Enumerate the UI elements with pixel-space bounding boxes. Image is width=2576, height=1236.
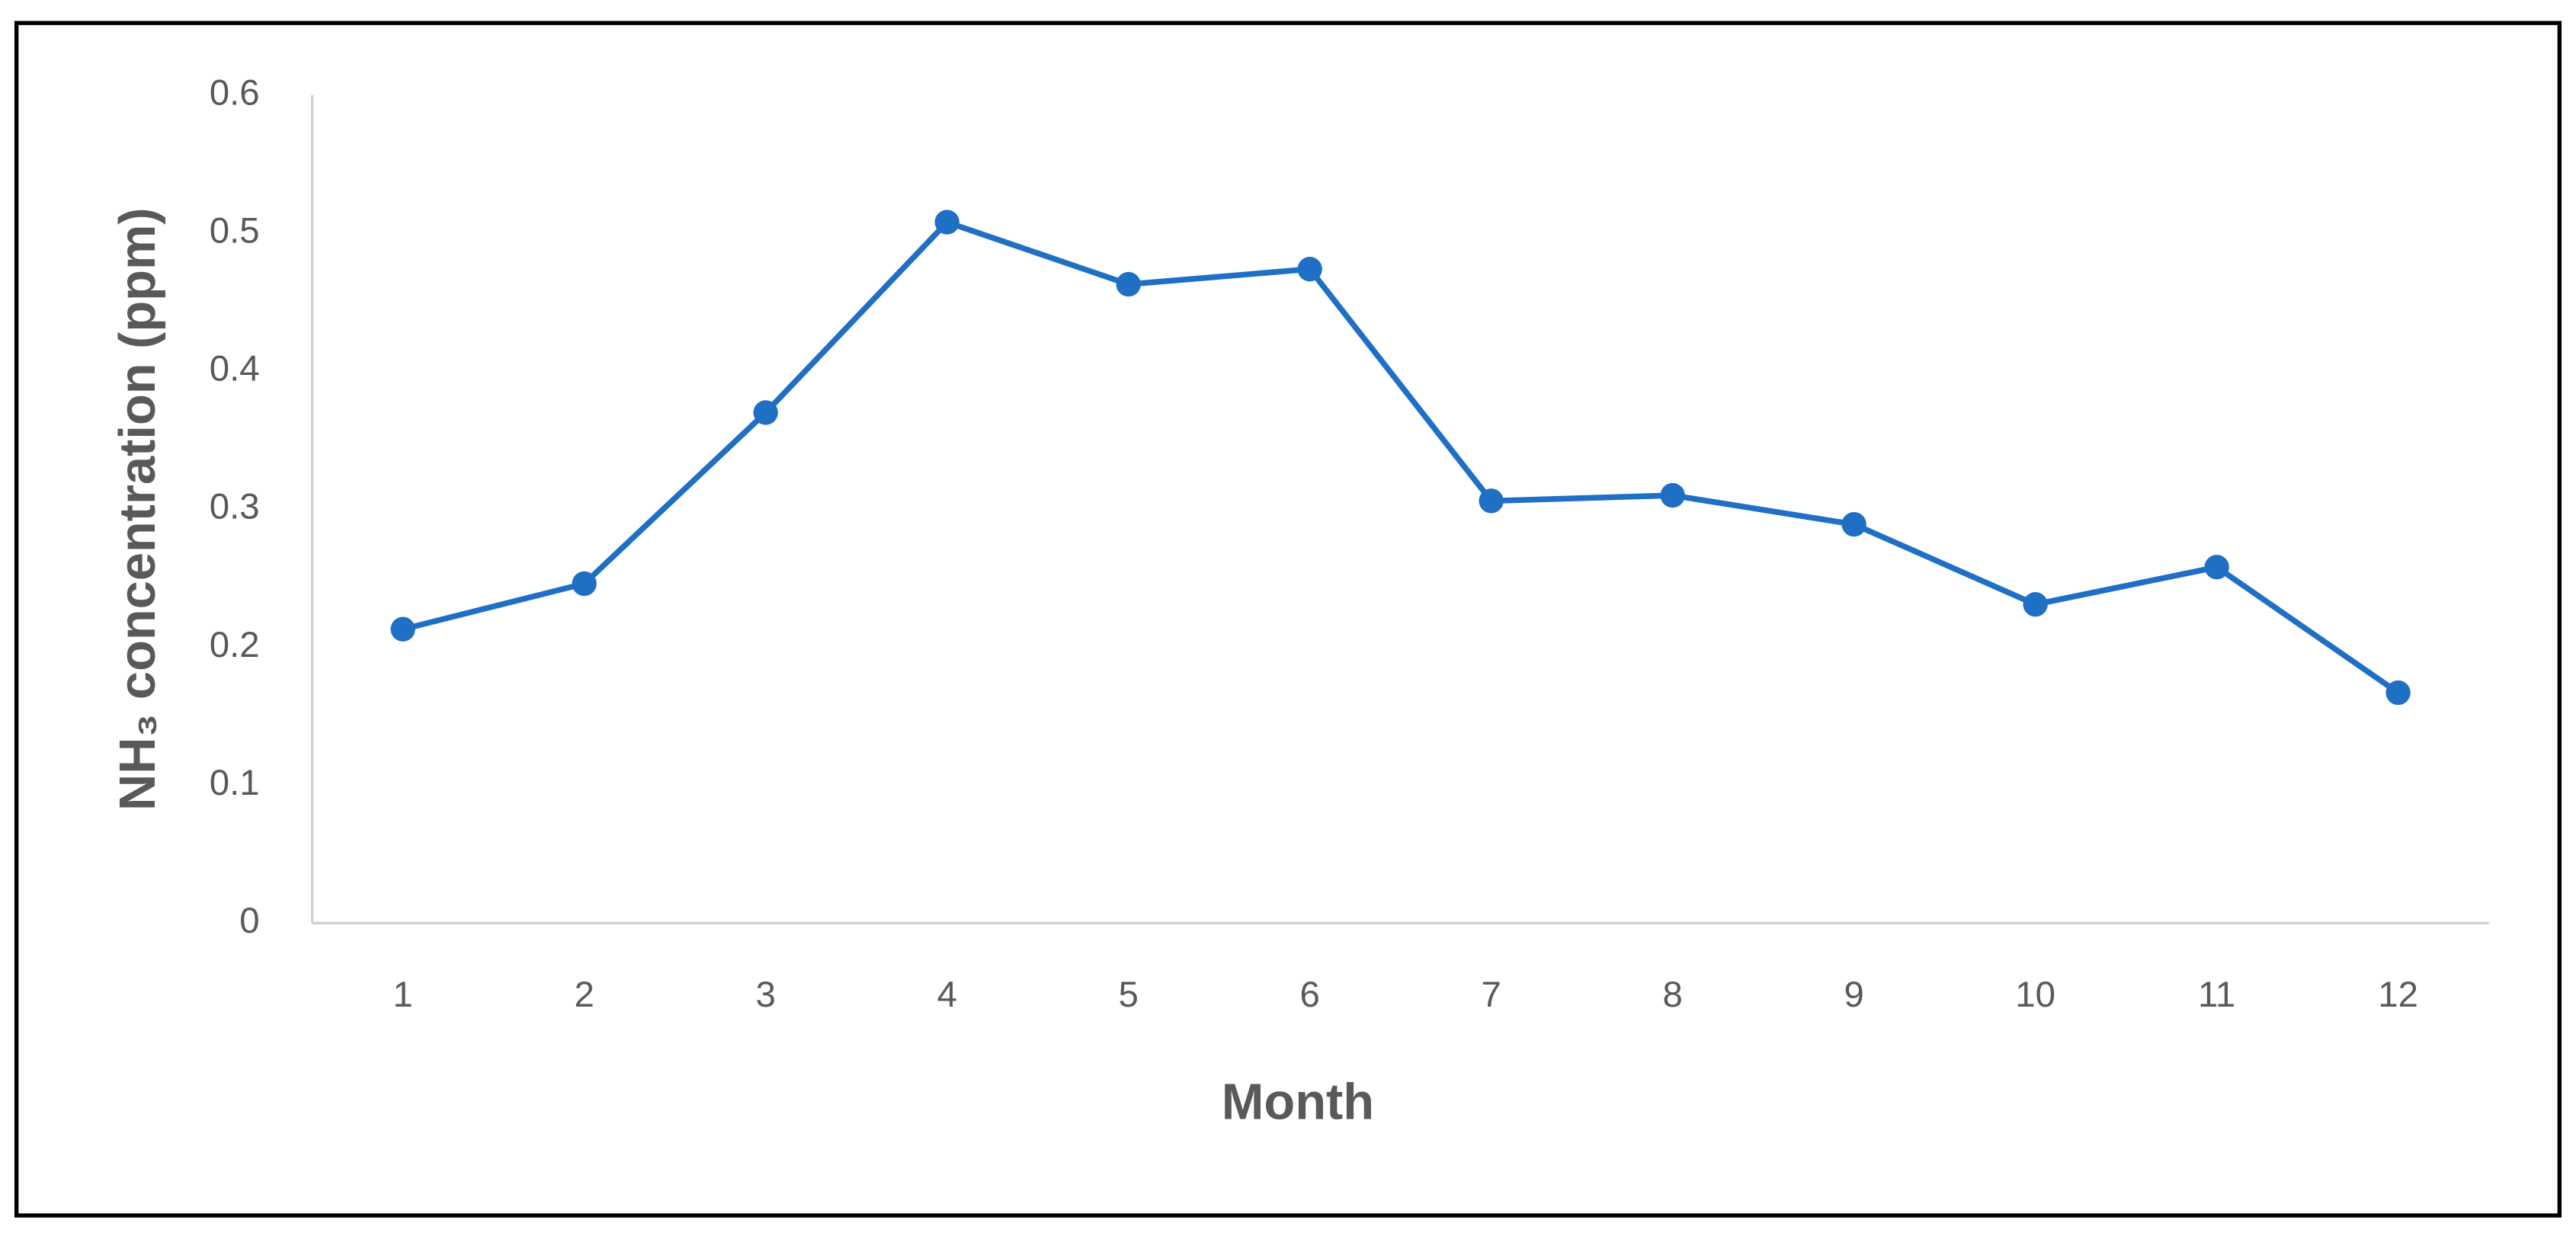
x-tick-label: 4 [937, 975, 956, 1015]
marker [1479, 488, 1504, 514]
marker [2204, 555, 2229, 580]
marker [2023, 591, 2048, 617]
marker [753, 400, 778, 425]
marker [1116, 271, 1141, 297]
y-tick-label: 0.6 [210, 73, 260, 114]
x-tick-label: 1 [392, 975, 412, 1015]
y-tick-label: 0 [239, 901, 259, 941]
x-tick-label: 3 [755, 975, 775, 1015]
y-tick-label: 0.2 [210, 625, 260, 665]
x-tick-label: 8 [1662, 975, 1682, 1015]
x-tick-label: 6 [1299, 975, 1319, 1015]
y-tick-label: 0.4 [210, 349, 260, 389]
marker [572, 571, 597, 597]
y-axis-title: NH₃ concentration (ppm) [110, 207, 166, 811]
marker [934, 210, 960, 235]
x-tick-label: 11 [2198, 975, 2235, 1015]
marker [1660, 482, 1685, 508]
x-tick-label: 5 [1118, 975, 1138, 1015]
marker [1841, 511, 1866, 537]
marker [390, 616, 415, 642]
line [402, 219, 2400, 696]
marker [1297, 256, 1322, 282]
x-axis-title: Month [1222, 1074, 1374, 1130]
x-tick-label: 7 [1481, 975, 1501, 1015]
y-tick-label: 0.1 [210, 763, 260, 803]
x-tick-label: 2 [574, 975, 594, 1015]
x-tick-label: 12 [2378, 975, 2418, 1015]
x-tick-label: 9 [1844, 975, 1863, 1015]
y-tick-label: 0.5 [210, 211, 260, 251]
x-tick-label: 10 [2015, 975, 2055, 1015]
marker [2385, 680, 2411, 706]
y-tick-label: 0.3 [210, 487, 260, 527]
